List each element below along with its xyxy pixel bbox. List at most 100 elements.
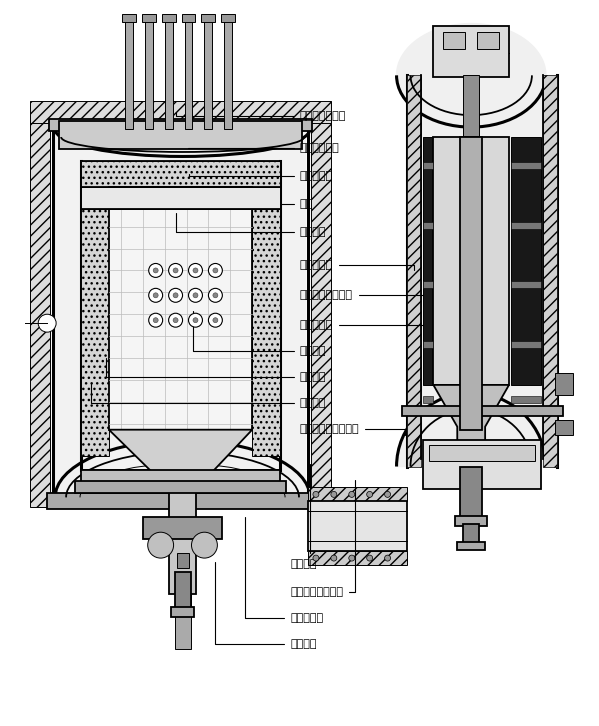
Circle shape (385, 555, 391, 561)
Circle shape (38, 314, 56, 332)
Bar (55, 129, 306, 497)
Polygon shape (109, 430, 252, 484)
Circle shape (313, 555, 319, 561)
Bar (162, 14, 176, 22)
Circle shape (208, 264, 222, 277)
Text: 吸收球贮罐: 吸收球贮罐 (189, 171, 333, 181)
Circle shape (193, 268, 198, 273)
Bar (122, 14, 136, 22)
Text: 蒸汽发生器压力容器: 蒸汽发生器压力容器 (300, 424, 404, 435)
Bar (75, 481, 286, 494)
Bar (165, 20, 173, 129)
Bar (463, 76, 479, 137)
Bar (125, 20, 133, 129)
Text: 侧反射层: 侧反射层 (106, 358, 326, 382)
Bar (49, 119, 312, 131)
Bar (401, 406, 563, 416)
Bar (511, 137, 541, 385)
Bar (204, 20, 213, 129)
Bar (81, 187, 109, 456)
Circle shape (153, 268, 158, 273)
Circle shape (153, 318, 158, 322)
Circle shape (367, 555, 373, 561)
Circle shape (385, 492, 391, 497)
Polygon shape (433, 385, 509, 446)
Bar (81, 187, 280, 208)
Bar (511, 282, 541, 288)
Circle shape (331, 555, 337, 561)
Circle shape (213, 318, 218, 322)
Bar (511, 341, 541, 348)
Bar (423, 440, 541, 489)
Circle shape (189, 313, 202, 327)
Bar (423, 341, 433, 348)
Bar (109, 187, 252, 430)
Circle shape (153, 293, 158, 298)
Bar (47, 494, 314, 510)
Bar (423, 396, 433, 403)
Bar (555, 373, 573, 395)
Text: 顶反射层: 顶反射层 (176, 213, 326, 237)
Circle shape (149, 313, 163, 327)
Bar (409, 76, 556, 467)
Circle shape (193, 318, 198, 322)
Bar (171, 607, 195, 617)
Text: 热屏: 热屏 (101, 192, 313, 209)
Bar (59, 121, 302, 149)
Bar (31, 101, 331, 123)
Bar (443, 31, 465, 49)
Bar (311, 121, 331, 507)
Circle shape (189, 288, 202, 302)
Circle shape (367, 492, 373, 497)
Circle shape (313, 492, 319, 497)
Bar (511, 396, 541, 403)
Bar (81, 161, 280, 187)
Text: 中间换热器: 中间换热器 (300, 320, 428, 333)
Circle shape (173, 318, 178, 322)
Bar (143, 518, 222, 539)
Bar (511, 221, 541, 229)
Bar (555, 420, 573, 435)
Bar (511, 162, 541, 169)
Bar (543, 76, 557, 467)
Bar (460, 467, 482, 521)
Circle shape (149, 288, 163, 302)
Circle shape (208, 288, 222, 302)
Circle shape (349, 555, 355, 561)
Text: 球床堆芯: 球床堆芯 (193, 311, 326, 356)
Circle shape (208, 313, 222, 327)
Bar (177, 553, 189, 568)
Circle shape (149, 264, 163, 277)
Bar (142, 14, 156, 22)
Circle shape (168, 264, 183, 277)
Bar (423, 137, 433, 385)
Circle shape (349, 492, 355, 497)
Circle shape (193, 293, 198, 298)
Text: 氦气循环风机: 氦气循环风机 (188, 143, 340, 153)
Bar (457, 542, 485, 550)
Text: 热气导管: 热气导管 (290, 465, 316, 569)
Text: 冷氦气联箱: 冷氦气联箱 (300, 261, 415, 271)
Bar (174, 594, 190, 648)
Text: 热氦气联箱: 热氦气联箱 (245, 517, 323, 623)
Circle shape (331, 492, 337, 497)
Bar (308, 502, 407, 551)
Bar (477, 31, 499, 49)
Bar (463, 524, 479, 546)
Bar (433, 137, 509, 385)
Circle shape (148, 532, 174, 558)
Bar (429, 444, 535, 460)
Text: 控制棒驱动机构: 控制棒驱动机构 (176, 111, 346, 121)
Bar (423, 162, 433, 169)
Circle shape (168, 288, 183, 302)
Bar (222, 14, 235, 22)
Bar (81, 470, 280, 487)
Bar (225, 20, 232, 129)
Bar (460, 137, 482, 430)
Polygon shape (397, 393, 546, 467)
Bar (252, 187, 280, 456)
Text: 热气导管压力容器: 热气导管压力容器 (290, 480, 355, 597)
Circle shape (189, 264, 202, 277)
Bar (433, 25, 509, 78)
Circle shape (168, 313, 183, 327)
